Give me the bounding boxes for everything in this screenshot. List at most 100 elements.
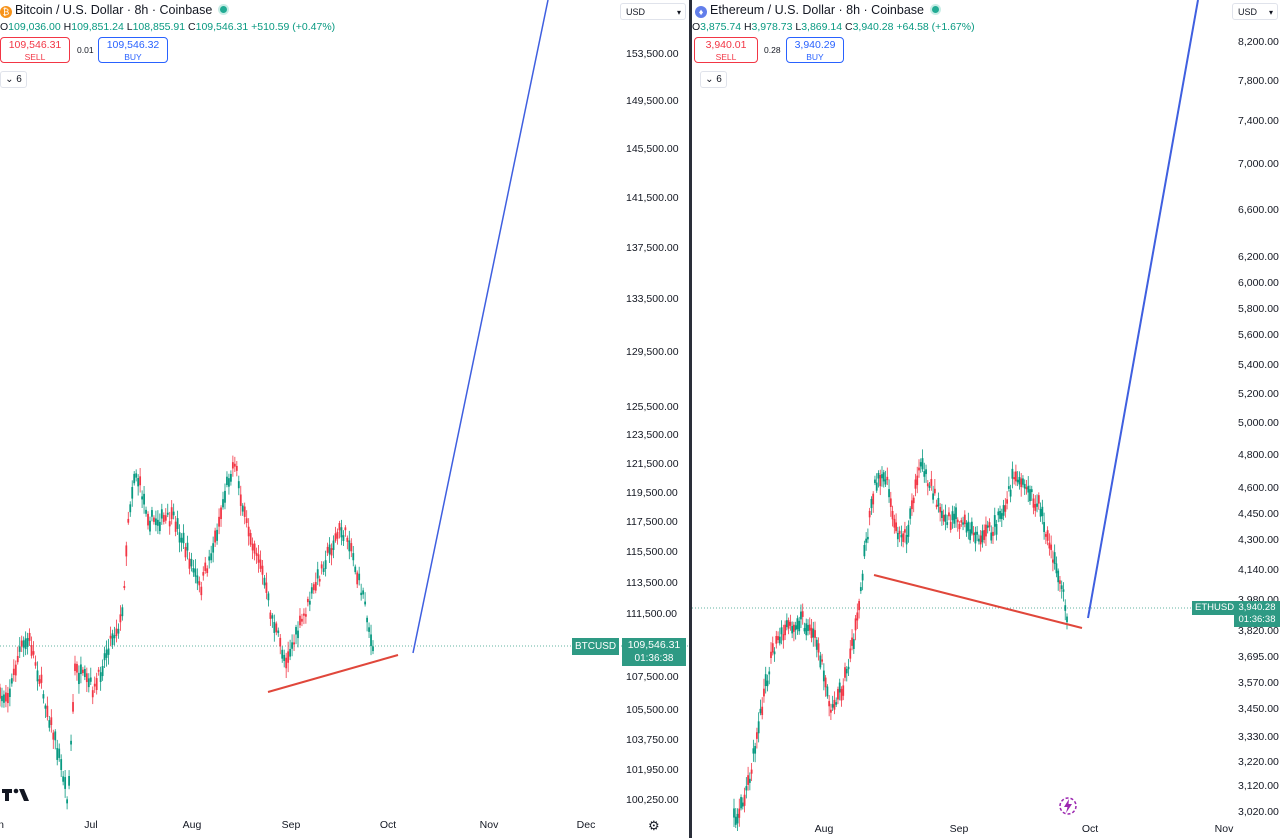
candle-body [314, 582, 317, 591]
candle-body [42, 694, 45, 699]
candle-body [969, 529, 971, 541]
candle-body [70, 740, 72, 745]
indicators-toggle-button[interactable]: ⌄ 6 [0, 71, 27, 88]
sell-button[interactable]: 3,940.01 SELL [694, 37, 758, 63]
indicators-toggle-button[interactable]: ⌄ 6 [700, 71, 727, 88]
pane-divider[interactable] [689, 0, 692, 838]
buy-button[interactable]: 3,940.29 BUY [786, 37, 844, 63]
candle-body [34, 662, 37, 666]
candle-body [267, 593, 270, 601]
candle-body [245, 518, 248, 523]
candle-body [944, 514, 947, 522]
candle-body [14, 664, 17, 676]
candle-body [789, 621, 792, 626]
high-value: 3,978.73 [751, 21, 793, 33]
candle-body [1052, 559, 1054, 563]
candle-body [66, 799, 69, 804]
sell-button[interactable]: 109,546.31 SELL [0, 37, 70, 63]
candle-body [748, 778, 751, 783]
candle-body [791, 625, 794, 634]
candle-body [905, 534, 908, 545]
price-tick-label: 7,000.00 [1238, 158, 1279, 170]
currency-select[interactable]: USD ▾ [620, 3, 686, 20]
price-tick-label: 5,600.00 [1238, 329, 1279, 341]
candle-body [778, 636, 781, 644]
candle-body [963, 514, 966, 525]
low-value: 108,855.91 [132, 21, 186, 33]
symbol-title[interactable]: Bitcoin / U.S. Dollar · 8h · Coinbase [15, 3, 213, 17]
candle-body [123, 585, 126, 589]
buy-button[interactable]: 109,546.32 BUY [98, 37, 168, 63]
candle-body [103, 653, 106, 661]
candle-body [1055, 563, 1058, 574]
candle-body [902, 533, 905, 542]
symbol-title[interactable]: Ethereum / U.S. Dollar · 8h · Coinbase [710, 3, 924, 17]
candle-body [133, 473, 136, 484]
candle-body [257, 554, 260, 563]
candle-body [322, 568, 325, 572]
spread-value: 0.01 [77, 45, 94, 55]
price-tick-label: 4,600.00 [1238, 482, 1279, 494]
candle-body [794, 625, 797, 631]
candle-body [756, 732, 758, 739]
eth-chart-pane[interactable]: ♦ Ethereum / U.S. Dollar · 8h · Coinbase … [692, 0, 1280, 838]
candle-body [218, 516, 220, 527]
candle-body [951, 511, 954, 521]
candle-body [222, 499, 224, 508]
candle-body [186, 542, 189, 551]
tradingview-logo-icon[interactable] [2, 786, 30, 807]
currency-select[interactable]: USD ▾ [1232, 3, 1278, 20]
eth-price-chart[interactable] [692, 0, 1280, 838]
candle-body [129, 504, 132, 513]
candle-body [261, 565, 264, 575]
time-tick-label: Dec [576, 819, 596, 831]
candle-body [330, 548, 333, 556]
gear-icon[interactable]: ⚙ [648, 818, 660, 833]
candle-body [754, 746, 757, 754]
candle-body [733, 808, 735, 818]
price-tick-label: 103,750.00 [626, 734, 679, 746]
candle-body [777, 636, 779, 641]
btc-price-chart[interactable] [0, 0, 689, 838]
price-tick-label: 117,500.00 [626, 516, 678, 528]
candle-body [324, 560, 327, 569]
sell-label: SELL [715, 52, 737, 62]
candle-body [740, 797, 742, 809]
candle-body [1000, 513, 1003, 520]
candle-body [350, 543, 353, 552]
candle-body [997, 511, 1000, 516]
candle-body [1034, 504, 1037, 511]
candle-body [178, 532, 181, 543]
candle-body [817, 643, 820, 653]
indicator-count: 6 [716, 74, 722, 85]
candle-body [784, 624, 786, 636]
candle-body [135, 473, 138, 478]
lightning-alert-icon[interactable] [1058, 796, 1078, 821]
candle-body [868, 510, 871, 518]
candle-body [933, 488, 936, 494]
buy-label: BUY [124, 52, 142, 62]
candle-body [1053, 552, 1056, 564]
candle-body [847, 666, 850, 670]
price-tick-label: 113,500.00 [626, 577, 678, 589]
candle-body [113, 635, 116, 639]
candle-body [239, 494, 242, 506]
candle-body [62, 776, 65, 782]
candle-body [785, 620, 788, 628]
candle-body [109, 635, 112, 639]
candle-body [99, 672, 102, 682]
candle-body [865, 538, 868, 543]
candle-body [759, 708, 762, 714]
candle-body [210, 553, 213, 561]
price-tick-label: 4,450.00 [1238, 508, 1279, 520]
candle-body [320, 564, 323, 569]
sell-price: 3,940.01 [705, 39, 747, 51]
candle-body [328, 544, 331, 555]
bitcoin-coin-icon: ₿ [0, 6, 12, 18]
btc-chart-pane[interactable]: ₿ Bitcoin / U.S. Dollar · 8h · Coinbase O… [0, 0, 689, 838]
time-tick-label: Jul [84, 819, 98, 831]
price-tick-label: 3,695.00 [1238, 651, 1279, 663]
candle-body [937, 497, 940, 507]
candle-body [243, 506, 246, 517]
candle-body [279, 637, 282, 647]
